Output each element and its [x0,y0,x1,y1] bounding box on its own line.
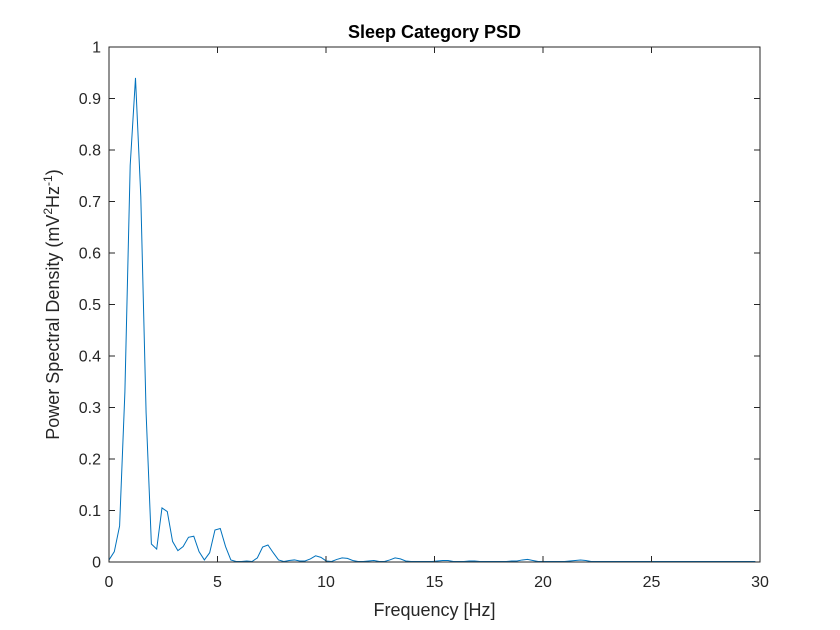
y-tick-label: 0.9 [79,91,101,108]
x-tick-label: 5 [213,574,222,591]
y-tick-label: 0.6 [79,246,101,263]
x-axis-label: Frequency [Hz] [373,600,495,620]
y-axis-label-sup1: 2 [41,208,55,215]
y-axis-label: Power Spectral Density (mV2Hz-1) [41,169,63,439]
y-axis-ticks: 0 0.1 0.2 0.3 0.4 0.5 0.6 0.7 0.8 0.9 1 [79,40,760,572]
y-tick-label: 1 [92,40,101,57]
x-tick-label: 30 [751,574,769,591]
y-tick-label: 0 [92,555,101,572]
y-axis-label-sup2: -1 [41,175,55,186]
x-tick-label: 10 [317,574,335,591]
y-tick-label: 0.1 [79,503,101,520]
y-tick-label: 0.3 [79,400,101,417]
y-tick-label: 0.5 [79,297,101,314]
y-axis-label-prefix: Power Spectral Density (mV [43,215,63,440]
y-axis-label-suffix: ) [43,169,63,175]
x-tick-label: 0 [105,574,114,591]
series-line-0 [108,77,756,563]
y-tick-label: 0.8 [79,143,101,160]
chart-title: Sleep Category PSD [348,22,521,42]
y-axis-label-mid: Hz [43,186,63,208]
x-tick-label: 20 [534,574,552,591]
x-axis-ticks: 0 5 10 15 20 25 30 [105,47,769,591]
y-tick-label: 0.2 [79,452,101,469]
x-tick-label: 25 [643,574,661,591]
y-tick-label: 0.7 [79,194,101,211]
plot-area [109,47,760,562]
x-tick-label: 15 [426,574,444,591]
series-layer [108,77,756,563]
axes-box [108,46,761,563]
y-tick-label: 0.4 [79,349,101,366]
